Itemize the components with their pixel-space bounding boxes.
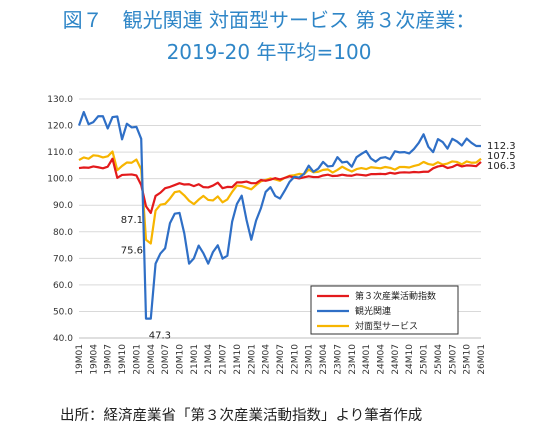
y-tick-label: 60.0	[53, 281, 73, 291]
x-tick-label: 25M04	[434, 344, 444, 375]
source-note: 出所：経済産業省「第３次産業活動指数」より筆者作成	[60, 408, 423, 424]
x-tick-label: 25M10	[463, 344, 473, 375]
x-tick-label: 24M10	[405, 344, 415, 375]
chart-title-line1: 図７ 観光関連 対面型サービス 第３次産業：	[62, 8, 476, 32]
data-label: 47.3	[149, 331, 171, 342]
x-tick-label: 25M01	[420, 344, 430, 375]
x-tick-label: 24M01	[362, 344, 372, 375]
y-tick-label: 90.0	[53, 201, 73, 211]
x-tick-label: 19M01	[75, 344, 85, 375]
x-tick-label: 22M04	[262, 344, 272, 375]
x-tick-label: 24M07	[391, 344, 401, 375]
x-tick-label: 19M07	[104, 344, 114, 375]
legend-label: 対面型サービス	[355, 320, 418, 332]
y-tick-label: 120.0	[47, 122, 73, 132]
chart-title-line2: 2019-20 年平均=100	[166, 40, 372, 64]
y-tick-label: 50.0	[53, 307, 73, 317]
y-tick-label: 80.0	[53, 228, 73, 238]
x-tick-label: 20M07	[161, 344, 171, 375]
data-label: 106.3	[487, 161, 516, 172]
data-label: 112.3	[487, 141, 516, 152]
y-tick-label: 100.0	[47, 175, 73, 185]
data-label: 107.5	[487, 151, 516, 162]
data-label: 87.1	[121, 215, 143, 226]
x-tick-label: 26M01	[477, 344, 487, 375]
x-tick-label: 21M10	[233, 344, 243, 375]
y-tick-label: 40.0	[53, 334, 73, 344]
x-tick-label: 23M10	[348, 344, 358, 375]
series-line-2	[78, 150, 482, 245]
y-tick-label: 130.0	[47, 95, 73, 105]
x-tick-label: 19M10	[118, 344, 128, 375]
x-tick-label: 19M04	[89, 344, 99, 375]
series-line-0	[78, 157, 482, 215]
y-tick-label: 70.0	[53, 254, 73, 264]
x-tick-label: 22M10	[290, 344, 300, 375]
x-tick-label: 20M04	[147, 344, 157, 375]
data-label: 75.6	[121, 245, 143, 256]
x-tick-label: 22M01	[247, 344, 257, 375]
x-tick-label: 25M07	[448, 344, 458, 375]
x-tick-label: 21M07	[219, 344, 229, 375]
x-tick-label: 20M01	[132, 344, 142, 375]
legend-label: 観光関連	[355, 305, 391, 317]
x-tick-label: 23M07	[333, 344, 343, 375]
x-tick-label: 23M04	[319, 344, 329, 375]
x-tick-label: 21M04	[204, 344, 214, 375]
x-tick-label: 22M07	[276, 344, 286, 375]
x-tick-label: 21M01	[190, 344, 200, 375]
y-tick-label: 110.0	[47, 148, 73, 158]
x-tick-label: 23M01	[305, 344, 315, 375]
x-tick-label: 20M10	[176, 344, 186, 375]
legend-label: 第３次産業活動指数	[355, 290, 436, 302]
x-tick-label: 24M04	[377, 344, 387, 375]
series-line-1	[77, 110, 481, 320]
